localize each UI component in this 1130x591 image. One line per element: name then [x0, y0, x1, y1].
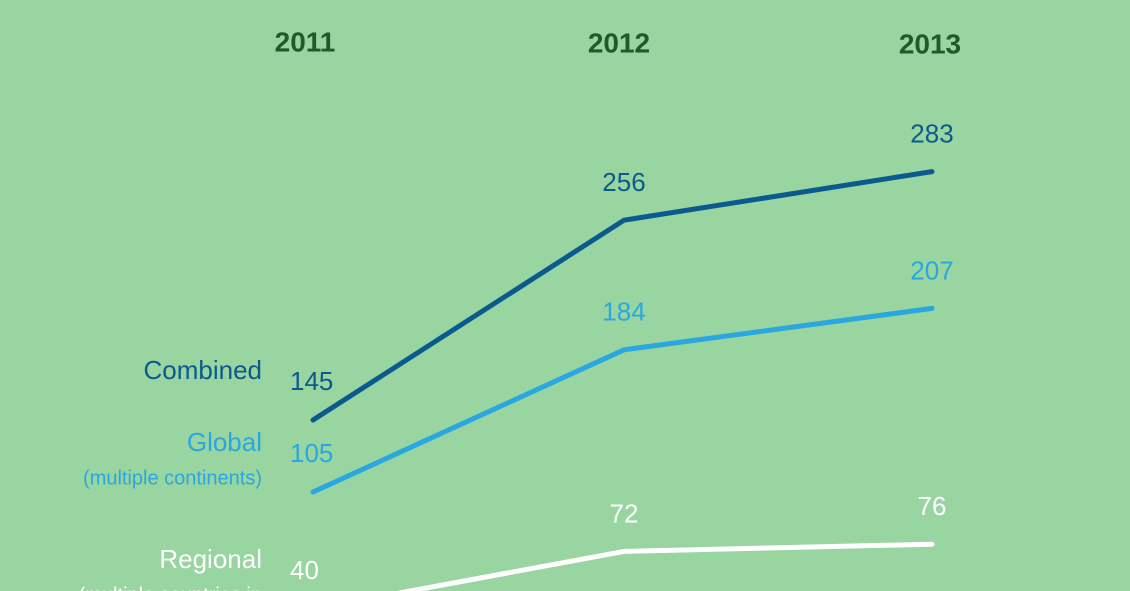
value-label: 40	[290, 555, 319, 585]
series-line	[396, 541, 935, 591]
series-description: (multiple countries in	[79, 584, 262, 591]
value-label: 105	[290, 438, 333, 468]
value-label: 184	[602, 297, 645, 327]
value-label: 207	[910, 255, 953, 285]
series-line	[310, 305, 935, 495]
value-label: 256	[602, 167, 645, 197]
x-category-label: 2011	[275, 26, 336, 57]
value-label: 145	[290, 366, 333, 396]
series-name: Regional	[159, 544, 262, 574]
series-description: (multiple continents)	[83, 467, 262, 489]
series-name: Combined	[143, 355, 262, 385]
value-label: 72	[610, 498, 639, 528]
x-category-label: 2013	[899, 28, 961, 59]
x-category-label: 2012	[588, 27, 650, 58]
value-label: 76	[918, 491, 947, 521]
series-name: Global	[187, 427, 262, 457]
series-line	[310, 169, 935, 423]
value-label: 283	[910, 118, 953, 148]
